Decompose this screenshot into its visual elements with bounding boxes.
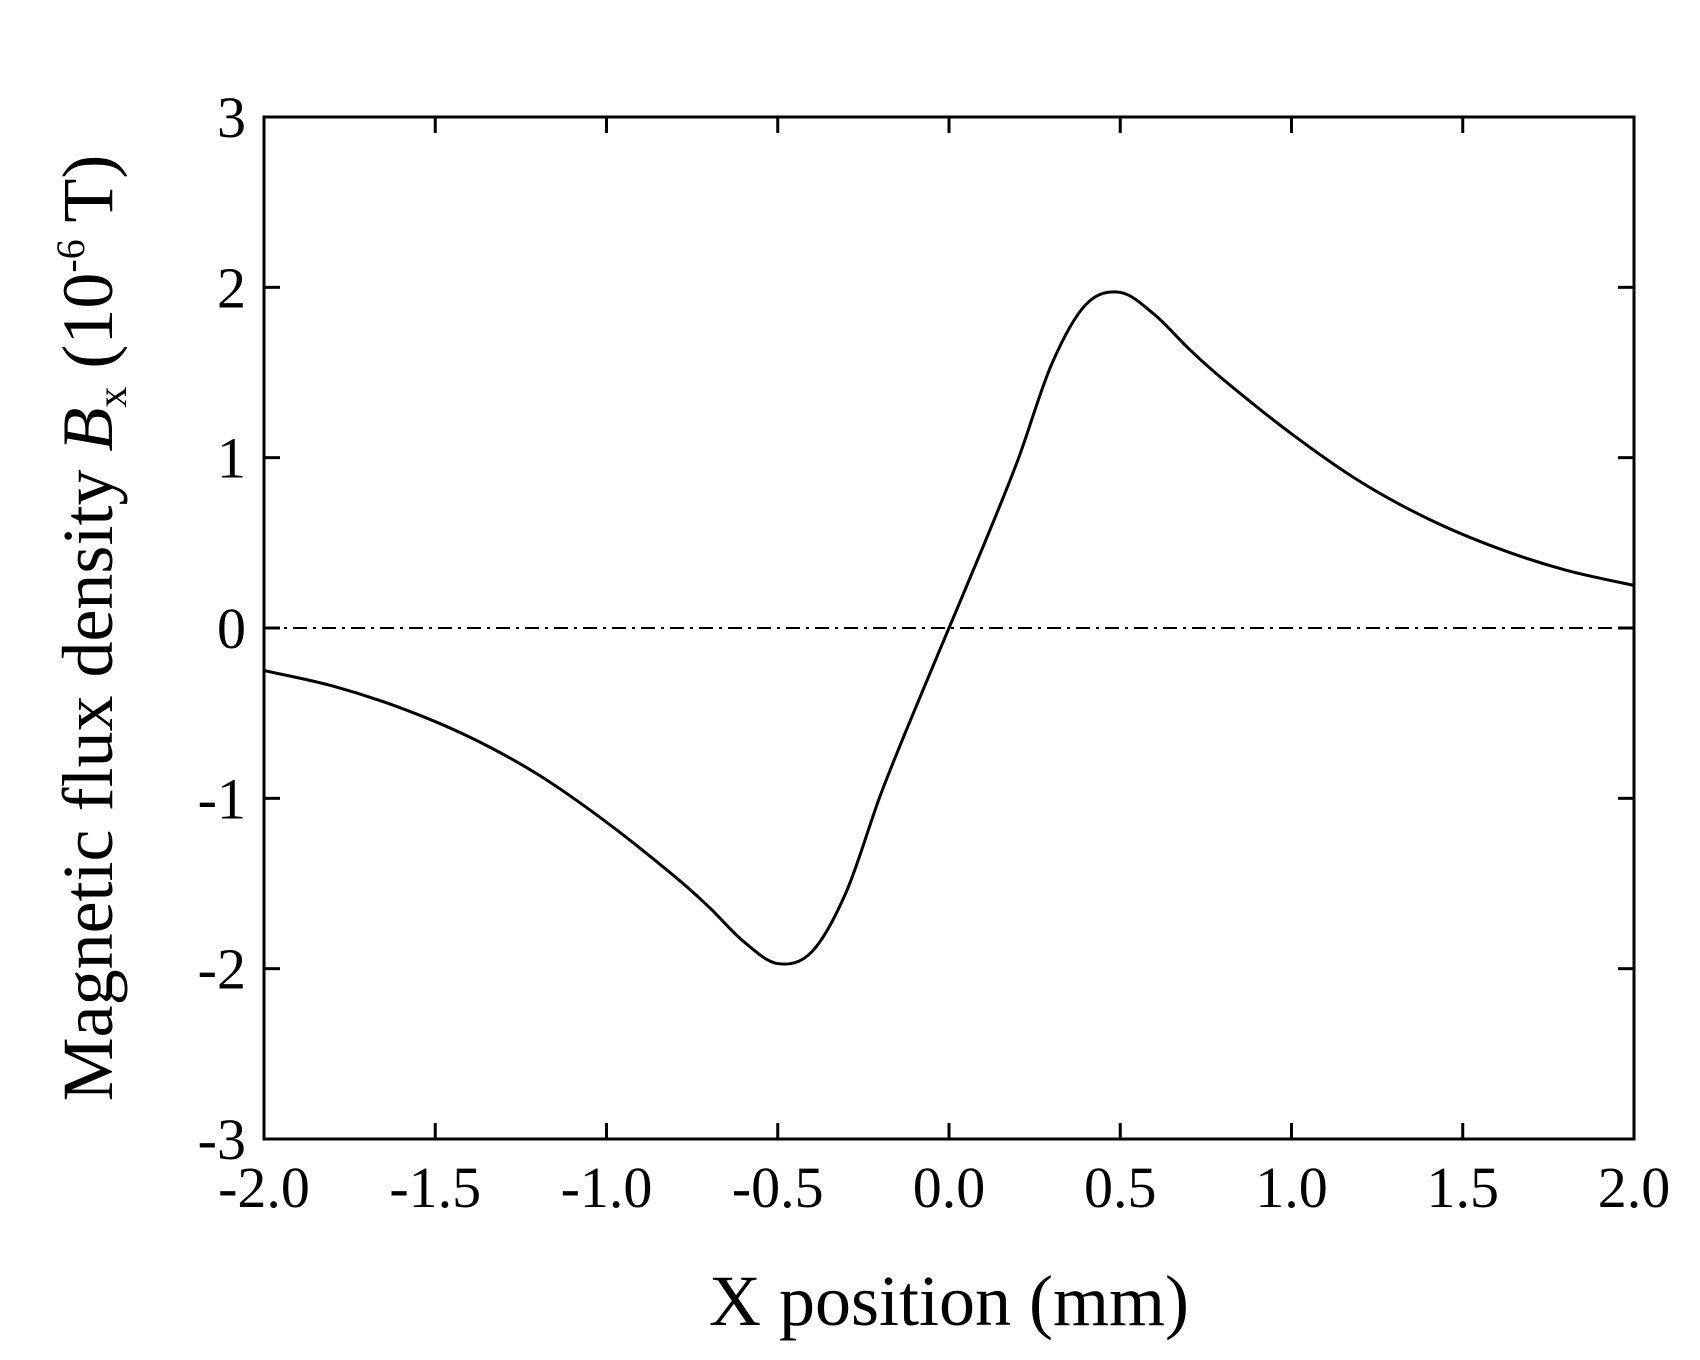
x-tick-labels: -2.0 -1.5 -1.0 -0.5 0.0 0.5 1.0 1.5 2.0 <box>218 1155 1670 1220</box>
y-tick-label: 2 <box>217 255 246 320</box>
x-tick-label: 2.0 <box>1598 1155 1671 1220</box>
y-tick-labels: -3 -2 -1 0 1 2 3 <box>198 85 246 1172</box>
x-axis-title: X position (mm) <box>709 1261 1189 1341</box>
y-axis-title-subscript: x <box>90 387 136 408</box>
series-layer <box>263 290 1635 966</box>
y-tick-label: 1 <box>217 426 246 491</box>
x-tick-label: -1.0 <box>561 1155 653 1220</box>
ticks <box>262 115 1636 1141</box>
x-tick-label: -2.0 <box>218 1155 310 1220</box>
y-tick-label: -2 <box>198 937 246 1002</box>
x-tick-label: 1.5 <box>1427 1155 1500 1220</box>
x-tick-label: 1.0 <box>1255 1155 1328 1220</box>
y-tick-label: 3 <box>217 85 246 150</box>
x-tick-label: -1.5 <box>389 1155 481 1220</box>
y-axis-title-unit-open: (10 <box>48 273 128 387</box>
y-axis-title-prefix: Magnetic flux density <box>48 452 128 1102</box>
x-tick-label: -0.5 <box>732 1155 824 1220</box>
x-tick-label: 0.5 <box>1084 1155 1157 1220</box>
y-tick-label: -1 <box>198 766 246 831</box>
x-tick-label: 0.0 <box>913 1155 986 1220</box>
y-axis-title: Magnetic flux density Bx (10-6 T) <box>48 155 136 1102</box>
y-tick-label: -3 <box>198 1107 246 1172</box>
series-line-0 <box>263 290 1635 966</box>
y-tick-label: 0 <box>217 596 246 661</box>
y-axis-title-superscript: -6 <box>48 239 93 272</box>
y-axis-title-symbol: B <box>48 408 128 452</box>
y-axis-title-unit-close: T) <box>48 155 128 240</box>
